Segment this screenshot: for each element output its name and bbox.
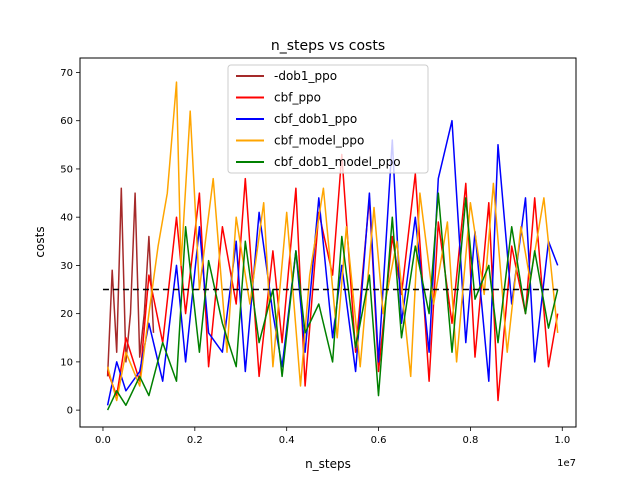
series-line-4 [106, 192, 559, 411]
x-axis-label: n_steps [305, 457, 351, 471]
axes-frame [79, 57, 577, 428]
series-line-3 [106, 81, 559, 402]
series-line-0 [106, 187, 155, 377]
x-tick-label: 0.0 [95, 435, 111, 446]
legend-label-4: cbf_dob1_model_ppo [274, 155, 401, 169]
series-line-2 [106, 119, 559, 406]
x-tick-label: 0.8 [462, 435, 478, 446]
x-axis-ticks: 0.0 0.2 0.4 0.6 0.8 1.0 [95, 427, 570, 446]
legend-label-3: cbf_model_ppo [274, 134, 364, 148]
y-tick-label: 10 [60, 357, 73, 368]
y-tick-label: 30 [60, 261, 73, 272]
y-tick-label: 40 [60, 213, 73, 224]
legend-label-1: cbf_ppo [274, 91, 321, 105]
chart-title: n_steps vs costs [271, 38, 385, 54]
x-tick-label: 0.4 [279, 435, 295, 446]
y-axis-ticks: 0 10 20 30 40 50 60 70 [60, 68, 80, 417]
legend-frame [227, 64, 429, 174]
y-tick-label: 0 [67, 406, 73, 417]
x-axis-offset-label: 1e7 [557, 458, 576, 469]
series-line-1 [106, 153, 559, 402]
x-tick-label: 0.2 [187, 435, 203, 446]
legend-items: -dob1_ppo cbf_ppo cbf_dob1_ppo cbf_model_pp… [236, 69, 401, 169]
y-tick-label: 70 [60, 68, 73, 79]
y-axis-label: costs [33, 226, 47, 257]
x-tick-label: 0.6 [371, 435, 387, 446]
y-tick-label: 60 [60, 116, 73, 127]
y-tick-label: 50 [60, 164, 73, 175]
legend: -dob1_ppo cbf_ppo cbf_dob1_ppo cbf_model_pp… [227, 64, 429, 174]
x-tick-label: 1.0 [554, 435, 570, 446]
legend-label-0: -dob1_ppo [274, 69, 337, 83]
legend-label-2: cbf_dob1_ppo [274, 112, 357, 126]
series-layer [106, 81, 559, 411]
y-tick-label: 20 [60, 309, 73, 320]
